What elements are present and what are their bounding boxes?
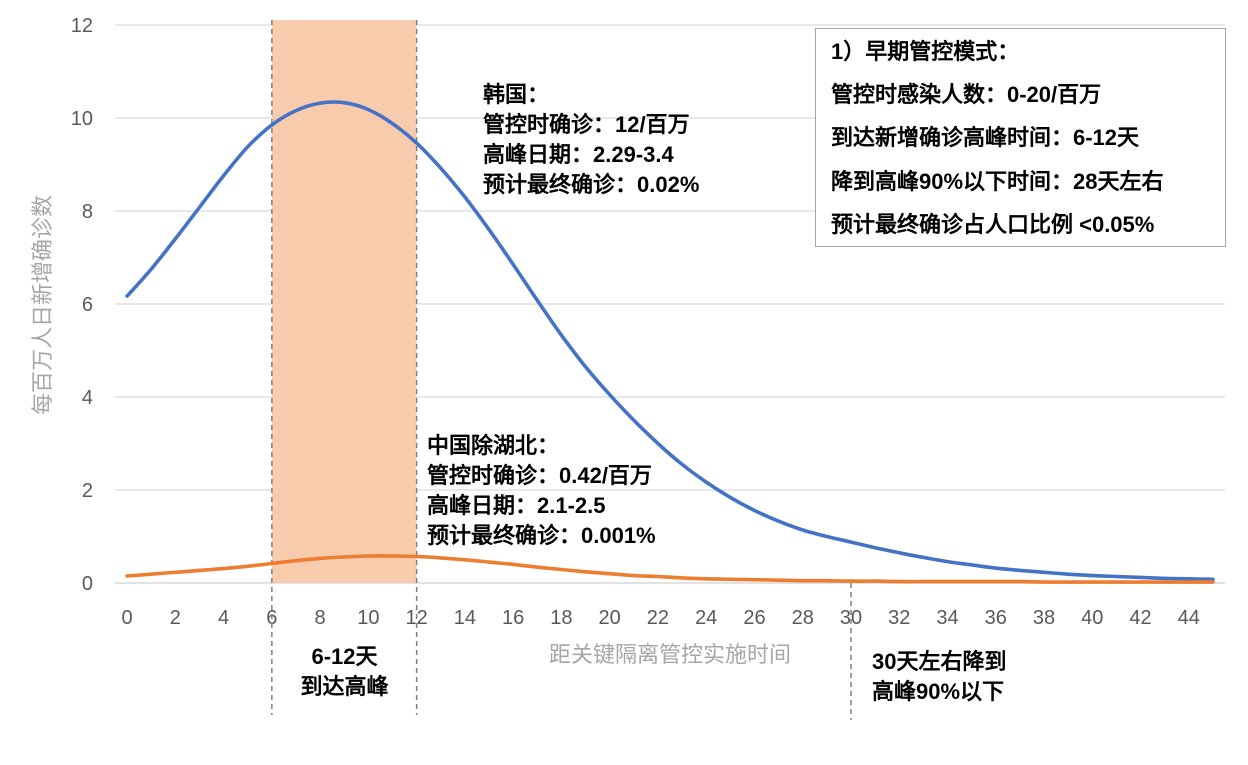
x-tick-label: 30 (840, 607, 862, 629)
summary-line: 到达新增确诊高峰时间：6-12天 (831, 125, 1140, 151)
x-tick-label: 10 (357, 607, 379, 629)
annotation-heading: 韩国： (483, 82, 550, 107)
x-tick-label: 0 (122, 607, 133, 629)
annotation-line: 预计最终确诊：0.02% (483, 172, 700, 197)
summary-textbox: 1）早期管控模式： 管控时感染人数：0-20/百万 到达新增确诊高峰时间：6-1… (815, 28, 1226, 247)
x-tick-label: 44 (1178, 607, 1200, 629)
china-ex-hubei-annotation: 中国除湖北： 管控时确诊：0.42/百万 高峰日期：2.1-2.5 预计最终确诊… (427, 431, 656, 551)
x-tick-label: 2 (170, 607, 181, 629)
axis-tick-labels: 0246810120246810121416182022242628303234… (71, 15, 1200, 629)
x-tick-label: 24 (695, 607, 717, 629)
x-tick-label: 40 (1081, 607, 1103, 629)
peak-window-highlight (271, 20, 417, 583)
x-tick-label: 14 (454, 607, 476, 629)
x-tick-label: 26 (743, 607, 765, 629)
x-tick-label: 18 (550, 607, 572, 629)
annotation-line: 管控时确诊：12/百万 (483, 112, 690, 137)
y-tick-label: 0 (82, 573, 93, 595)
y-tick-label: 12 (71, 15, 93, 37)
y-tick-label: 8 (82, 201, 93, 223)
decline-annotation: 30天左右降到 高峰90%以下 (872, 647, 1006, 707)
x-tick-label: 20 (599, 607, 621, 629)
annotation-line: 高峰90%以下 (872, 679, 1005, 704)
x-tick-label: 8 (315, 607, 326, 629)
y-tick-label: 10 (71, 108, 93, 130)
summary-heading: 1）早期管控模式： (831, 39, 1020, 64)
y-axis-title: 每百万人日新增确诊数 (30, 195, 55, 416)
x-tick-label: 22 (647, 607, 669, 629)
y-tick-label: 2 (82, 480, 93, 502)
peak-window-annotation: 6-12天 到达高峰 (272, 642, 417, 702)
china-ex-hubei-series-line (125, 554, 1215, 584)
annotation-line: 高峰日期：2.29-3.4 (483, 142, 674, 167)
korea-annotation: 韩国： 管控时确诊：12/百万 高峰日期：2.29-3.4 预计最终确诊：0.0… (483, 80, 699, 200)
summary-line: 降到高峰90%以下时间：28天左右 (831, 168, 1164, 194)
x-tick-label: 28 (792, 607, 814, 629)
annotation-line: 到达高峰 (300, 674, 389, 699)
annotation-line: 6-12天 (311, 644, 378, 669)
summary-line: 管控时感染人数：0-20/百万 (831, 82, 1102, 108)
y-tick-label: 4 (82, 387, 93, 409)
x-axis-title: 距关键隔离管控实施时间 (548, 642, 791, 667)
reference-lines (271, 20, 852, 720)
annotation-line: 30天左右降到 (872, 649, 1007, 674)
x-tick-label: 4 (218, 607, 229, 629)
x-tick-label: 34 (936, 607, 958, 629)
annotation-line: 高峰日期：2.1-2.5 (427, 493, 606, 518)
x-tick-label: 36 (985, 607, 1007, 629)
x-tick-label: 16 (502, 607, 524, 629)
y-tick-label: 6 (82, 294, 93, 316)
annotation-line: 预计最终确诊：0.001% (427, 523, 656, 548)
series-lines (125, 100, 1215, 584)
korea-series-line (125, 100, 1215, 582)
summary-line: 预计最终确诊占人口比例 <0.05% (831, 211, 1155, 237)
x-tick-label: 38 (1033, 607, 1055, 629)
annotation-heading: 中国除湖北： (427, 433, 560, 458)
annotation-line: 管控时确诊：0.42/百万 (427, 463, 652, 488)
x-tick-label: 42 (1129, 607, 1151, 629)
x-tick-label: 32 (888, 607, 910, 629)
